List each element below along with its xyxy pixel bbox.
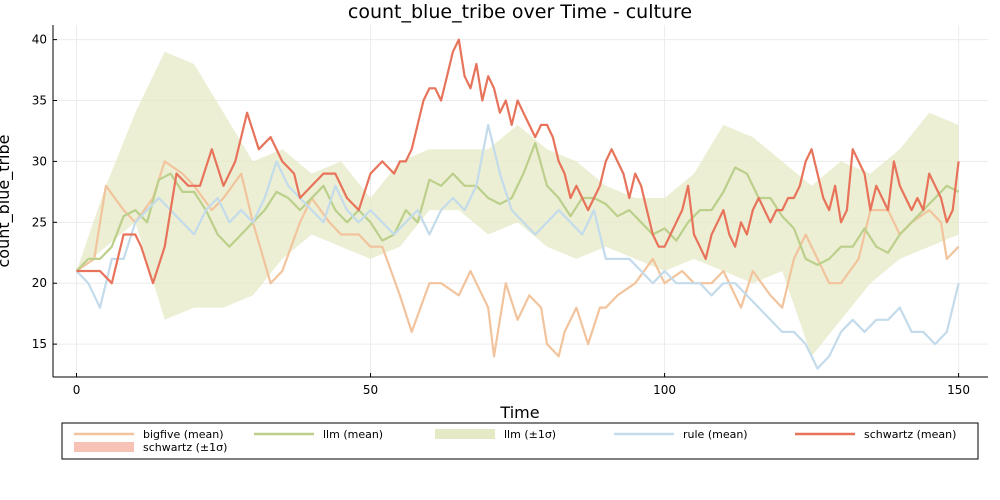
legend-box bbox=[61, 422, 979, 460]
axes bbox=[52, 25, 988, 378]
legend-label: rule (mean) bbox=[683, 428, 748, 441]
x-tick-label: 50 bbox=[363, 383, 378, 397]
x-tick-label: 100 bbox=[653, 383, 676, 397]
x-tick-label: 150 bbox=[947, 383, 970, 397]
x-tick-label: 0 bbox=[73, 383, 81, 397]
chart-title: count_blue_tribe over Time - culture bbox=[348, 1, 692, 23]
y-axis-label: count_blue_tribe bbox=[0, 134, 14, 267]
legend-label: schwartz (mean) bbox=[864, 428, 956, 441]
y-tick-label: 40 bbox=[32, 33, 47, 47]
band-llm bbox=[76, 51, 959, 357]
y-tick-label: 25 bbox=[32, 215, 47, 229]
y-tick-label: 20 bbox=[32, 276, 47, 290]
y-tick-label: 30 bbox=[32, 154, 47, 168]
y-tick-label: 35 bbox=[32, 94, 47, 108]
series-layer bbox=[75, 38, 960, 370]
line-bigfive bbox=[75, 160, 960, 358]
x-axis-label: Time bbox=[499, 403, 539, 422]
legend: bigfive (mean) llm (mean) llm (±1σ) rule (m… bbox=[61, 422, 979, 460]
legend-label: llm (mean) bbox=[323, 428, 383, 441]
legend-swatch bbox=[435, 429, 495, 439]
line-llm bbox=[75, 142, 960, 272]
legend-swatch bbox=[74, 442, 134, 452]
legend-label: schwartz (±1σ) bbox=[143, 441, 227, 454]
legend-label: bigfive (mean) bbox=[143, 428, 224, 441]
line-rule bbox=[75, 123, 960, 370]
y-tick-label: 15 bbox=[32, 337, 47, 351]
line-schwartz bbox=[76, 38, 960, 285]
legend-label: llm (±1σ) bbox=[504, 428, 556, 441]
tick-labels: 0 50 100 150 15 20 25 30 35 40 bbox=[32, 33, 970, 397]
